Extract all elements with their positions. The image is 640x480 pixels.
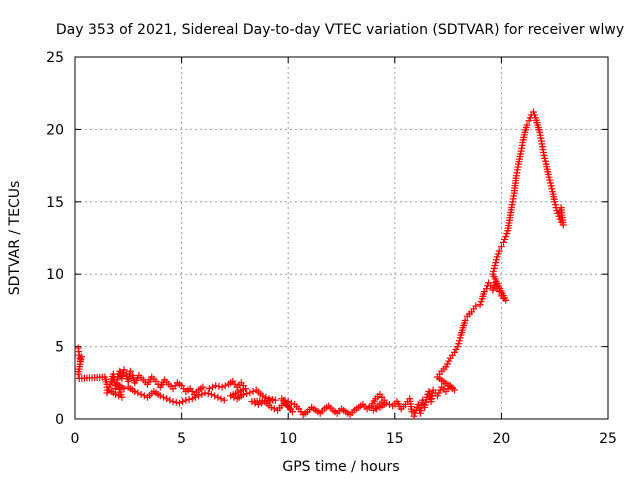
data-point [214,393,222,401]
axis-ticks [74,56,609,420]
data-point [166,396,174,404]
data-point [267,403,275,411]
data-point [120,366,128,374]
data-point [270,405,278,413]
data-point [382,399,390,407]
y-tick-label: 20 [46,122,64,138]
data-point [495,247,503,255]
data-point [137,390,145,398]
data-point [195,392,203,400]
data-point [287,399,295,407]
y-axis-label: SDTVAR / TECUs [7,181,23,296]
data-point [191,393,199,401]
data-point [369,406,377,414]
data-points [74,108,567,420]
data-point [227,392,235,400]
data-point [408,408,416,416]
data-point [239,390,247,398]
data-point [472,302,480,310]
data-point [373,405,381,413]
y-tick-label: 5 [55,340,64,356]
data-point [254,401,262,409]
data-point [207,390,215,398]
data-point [188,395,196,403]
data-point [175,399,183,407]
data-point [198,390,206,398]
data-point [281,396,289,404]
x-axis-label: GPS time / hours [282,459,399,475]
data-point [74,370,82,378]
data-point [120,385,128,393]
data-point [156,392,164,400]
data-point [126,367,134,375]
data-point [523,121,531,129]
data-point [182,396,190,404]
data-point [218,383,226,391]
x-tick-label: 5 [177,431,186,447]
data-point [212,382,220,390]
data-point [243,390,251,398]
data-point [163,395,171,403]
data-point [172,398,180,406]
data-point [278,395,286,403]
data-point [204,390,212,398]
data-point [246,389,254,397]
data-point [262,393,270,401]
data-point [497,243,505,251]
data-point [220,396,228,404]
x-tick-label: 25 [599,431,617,447]
data-point [185,395,193,403]
data-point [248,398,256,406]
data-point [159,393,167,401]
y-tick-label: 0 [55,412,64,428]
chart-title: Day 353 of 2021, Sidereal Day-to-day VTE… [56,22,624,38]
y-tick-label: 25 [46,50,64,66]
data-point [209,383,217,391]
plot-frame [74,56,609,420]
data-point [179,398,187,406]
x-tick-label: 15 [386,431,404,447]
data-point [134,389,142,397]
grid [75,57,608,419]
data-point [205,385,213,393]
data-point [215,382,223,390]
data-point [221,382,229,390]
data-point [199,383,207,391]
data-point [461,317,469,325]
data-point [131,387,139,395]
data-point [201,389,209,397]
x-tick-label: 20 [492,431,510,447]
data-point [251,399,259,407]
x-tick-label: 10 [279,431,297,447]
x-tick-label: 0 [71,431,80,447]
data-point [385,401,393,409]
data-point [217,395,225,403]
tick-labels: 0 5 10 15 20 25 0 5 10 15 20 25 [46,50,617,447]
y-tick-label: 15 [46,195,64,211]
y-tick-label: 10 [46,267,64,283]
data-point [211,392,219,400]
data-point [169,398,177,406]
data-point [284,398,292,406]
data-point [555,209,563,217]
